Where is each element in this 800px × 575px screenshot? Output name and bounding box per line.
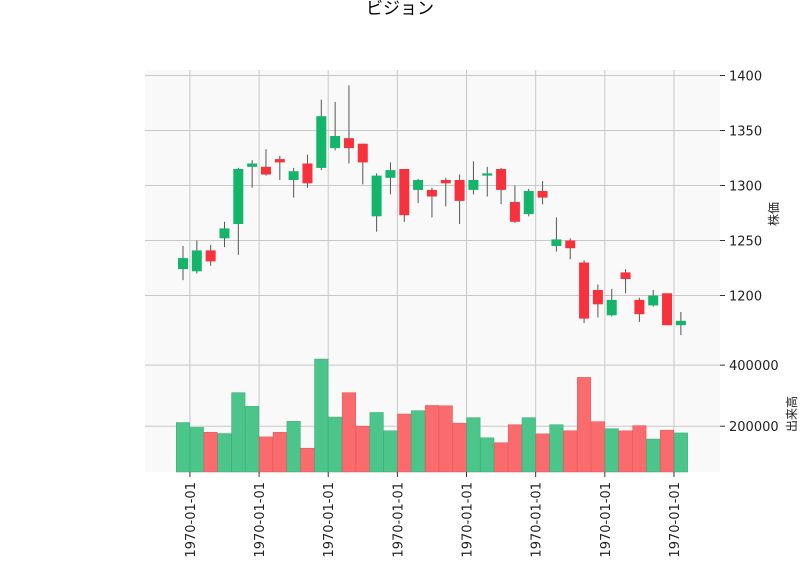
volume-bar (660, 429, 675, 473)
volume-bar (452, 422, 467, 473)
candle-body (620, 272, 631, 279)
price-tick-label: 1350 (729, 125, 762, 140)
volume-bar (341, 392, 356, 473)
candle-body (357, 143, 368, 163)
volume-bars (176, 358, 688, 473)
volume-bar (590, 421, 605, 473)
volume-bar (369, 412, 384, 473)
candle-body (330, 136, 341, 149)
candle-body (274, 159, 285, 163)
candle-body (482, 173, 493, 176)
volume-bar (424, 405, 439, 473)
volume-bar (438, 405, 453, 473)
volume-bar (314, 358, 329, 473)
candle-body (523, 191, 534, 215)
candle-body (606, 299, 617, 316)
volume-bar (646, 438, 661, 473)
price-tick-label: 1400 (729, 70, 762, 85)
candle-body (537, 191, 548, 198)
candle-body (371, 175, 382, 217)
volume-axis-label: 出来高 (784, 396, 799, 432)
candle-body (178, 258, 188, 270)
volume-bar (673, 432, 688, 473)
candle-body (468, 180, 479, 190)
volume-bar (397, 413, 412, 473)
volume-bar (189, 427, 204, 473)
candle-body (343, 138, 354, 149)
candle-body (399, 169, 410, 216)
candle-body (662, 293, 673, 326)
volume-bar (521, 417, 536, 473)
price-candles (178, 85, 686, 336)
candle-body (592, 290, 603, 305)
volume-bar (632, 425, 647, 473)
candle-body (509, 202, 520, 222)
volume-bar (231, 392, 246, 473)
candle-body (551, 239, 562, 246)
volume-bar (217, 433, 232, 473)
volume-bar (245, 406, 260, 473)
price-tick-label: 1300 (729, 180, 762, 195)
volume-bar (604, 428, 619, 473)
candle-body (316, 116, 327, 168)
candle-body (385, 170, 396, 178)
x-tick-label: 1970-01-01 (322, 482, 337, 558)
volume-bar (535, 433, 550, 473)
candle-body (579, 262, 590, 319)
price-panel-background (145, 70, 720, 356)
x-tick-label: 1970-01-01 (599, 482, 614, 558)
volume-bar (494, 442, 509, 473)
volume-bar (507, 424, 522, 473)
candle-body (219, 228, 230, 239)
candle-body (634, 299, 645, 315)
candle-body (205, 250, 216, 262)
x-tick-label: 1970-01-01 (391, 482, 406, 558)
candle-body (413, 180, 424, 190)
volume-tick-label: 200000 (729, 420, 779, 435)
volume-bar (272, 432, 287, 473)
price-tick-label: 1250 (729, 235, 762, 250)
volume-bar (618, 430, 633, 473)
volume-bar (355, 425, 370, 473)
volume-bar (577, 377, 592, 473)
candle-body (440, 180, 451, 184)
volume-bar (480, 437, 495, 473)
volume-bar (411, 410, 426, 473)
volume-bar (300, 447, 315, 473)
candle-body (426, 189, 437, 197)
axis-ticks: 1200 1250 1300 1350 1400 200000 400000 1970-01-… (184, 70, 779, 558)
volume-bar (466, 417, 481, 473)
chart-title: ビジョン (366, 0, 434, 19)
candle-body (288, 171, 299, 180)
price-tick-label: 1200 (729, 290, 762, 305)
price-axis-label: 株価 (766, 202, 781, 226)
candle-body (496, 169, 507, 190)
candle-body (247, 163, 258, 167)
candle-body (675, 320, 686, 326)
x-tick-label: 1970-01-01 (461, 482, 476, 558)
volume-bar (383, 430, 398, 473)
candle-body (565, 240, 576, 249)
volume-tick-label: 400000 (729, 359, 779, 374)
volume-bar (563, 430, 578, 473)
x-tick-label: 1970-01-01 (530, 482, 545, 558)
candle-body (233, 169, 244, 224)
volume-bar (286, 421, 301, 473)
candle-body (302, 163, 313, 184)
volume-bar (258, 436, 273, 473)
x-tick-label: 1970-01-01 (253, 482, 268, 558)
candle-body (648, 295, 659, 306)
volume-bar (549, 424, 564, 473)
candle-body (191, 250, 202, 272)
candle-body (260, 166, 271, 175)
volume-bar (176, 422, 190, 473)
volume-bar (328, 416, 343, 473)
candle-body (454, 180, 465, 201)
x-tick-label: 1970-01-01 (184, 482, 199, 558)
x-tick-label: 1970-01-01 (668, 482, 683, 558)
volume-bar (203, 432, 218, 473)
